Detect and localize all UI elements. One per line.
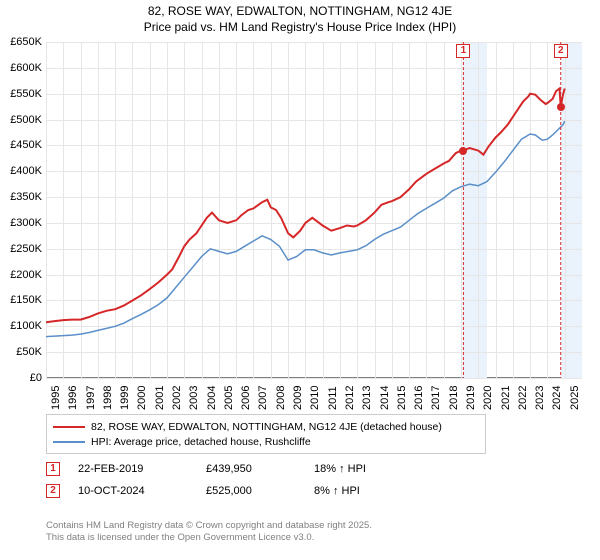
legend-row: 82, ROSE WAY, EDWALTON, NOTTINGHAM, NG12…: [53, 419, 479, 434]
sale-row: 2 10-OCT-2024 £525,000 8% ↑ HPI: [46, 480, 366, 502]
sale-marker-dot: [459, 147, 467, 155]
sale-row: 1 22-FEB-2019 £439,950 18% ↑ HPI: [46, 458, 366, 480]
legend-swatch: [53, 441, 85, 443]
sale-row-hpi: 8% ↑ HPI: [314, 485, 360, 497]
sale-marker-box: 1: [456, 44, 470, 58]
footer-attribution: Contains HM Land Registry data © Crown c…: [46, 520, 372, 545]
legend-label: HPI: Average price, detached house, Rush…: [91, 436, 311, 448]
sale-row-marker: 1: [46, 462, 60, 476]
sale-row-hpi: 18% ↑ HPI: [314, 463, 366, 475]
series-property: [46, 89, 565, 323]
legend: 82, ROSE WAY, EDWALTON, NOTTINGHAM, NG12…: [46, 414, 486, 454]
legend-swatch: [53, 426, 85, 428]
series-hpi: [46, 121, 565, 337]
sale-row-marker: 2: [46, 484, 60, 498]
footer-line1: Contains HM Land Registry data © Crown c…: [46, 520, 372, 532]
sale-row-date: 22-FEB-2019: [78, 463, 188, 475]
sale-marker-dot: [557, 103, 565, 111]
sale-row-date: 10-OCT-2024: [78, 485, 188, 497]
legend-row: HPI: Average price, detached house, Rush…: [53, 434, 479, 449]
sale-marker-box: 2: [554, 44, 568, 58]
legend-label: 82, ROSE WAY, EDWALTON, NOTTINGHAM, NG12…: [91, 421, 442, 433]
footer-line2: This data is licensed under the Open Gov…: [46, 532, 372, 544]
sale-row-price: £439,950: [206, 463, 296, 475]
sales-table: 1 22-FEB-2019 £439,950 18% ↑ HPI 2 10-OCT-202…: [46, 458, 366, 502]
sale-row-price: £525,000: [206, 485, 296, 497]
